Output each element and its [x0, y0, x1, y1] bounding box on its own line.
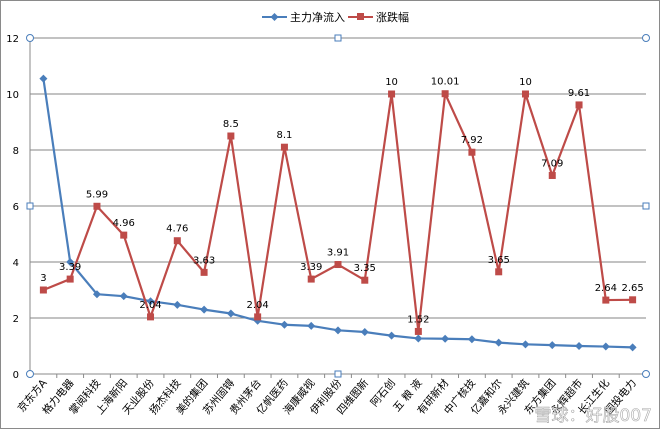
legend-marker-net-inflow [270, 13, 279, 21]
series-1-point [93, 202, 101, 210]
series-1-data-label: 10 [519, 77, 532, 88]
series-1-data-label: 3.39 [300, 262, 322, 273]
handle-bottom-middle [334, 370, 342, 378]
series-1-data-label: 3.65 [488, 255, 510, 266]
series-0-point [280, 320, 289, 329]
series-1-data-label: 8.5 [223, 119, 239, 130]
series-1-point [441, 90, 449, 98]
series-0-point [334, 326, 342, 335]
handle-middle-left [26, 202, 34, 210]
legend: 主力净流入 涨跌幅 [262, 10, 409, 24]
legend-label-net-inflow: 主力净流入 [290, 10, 345, 24]
series-1-data-label: 3.39 [59, 262, 81, 273]
series-0-point [360, 328, 369, 336]
legend-label-change-pct: 涨跌幅 [376, 10, 409, 24]
series-1-data-label: 3.35 [354, 263, 376, 274]
series-1-point [280, 143, 288, 151]
series-1-point [66, 275, 74, 283]
series-1-point [629, 296, 637, 304]
series-1-point [173, 237, 181, 245]
series-0-point [307, 321, 316, 330]
series-0-point [200, 305, 209, 314]
handle-top-middle [334, 34, 342, 42]
series-1-data-label: 8.1 [276, 130, 292, 141]
series-0-point [387, 331, 396, 340]
y-tick-label: 0 [13, 370, 19, 381]
series-0-point [601, 342, 610, 351]
series-1-point [521, 90, 529, 98]
series-1-data-label: 2.65 [621, 283, 643, 294]
series-0-point [226, 309, 235, 318]
series-0-point [39, 74, 48, 83]
series-1-point [361, 276, 369, 284]
series-1-point [307, 275, 315, 283]
series-1-data-label: 3.91 [327, 248, 349, 259]
series-1-point [334, 261, 342, 269]
series-0-point [441, 334, 450, 343]
series-1-data-label: 2.04 [247, 300, 269, 311]
series-1-point [495, 268, 503, 276]
y-tick-label: 2 [13, 314, 19, 325]
series-1-data-label: 9.61 [568, 88, 590, 99]
series-1-point [39, 286, 47, 294]
series-0-point [467, 335, 476, 344]
series-0-point [494, 338, 503, 347]
series-1-data-label: 3 [40, 273, 46, 284]
series-0-point [66, 258, 75, 266]
series-1-data-label: 4.96 [113, 218, 135, 229]
watermark: 雪球：好股007 [535, 406, 652, 426]
series-1-point [254, 313, 262, 321]
series-0-point [173, 300, 182, 309]
handle-middle-right [642, 202, 650, 210]
series-1-point [200, 268, 208, 276]
legend-marker-change-pct [357, 13, 364, 20]
y-tick-label: 4 [13, 258, 19, 269]
series-1-data-label: 7.09 [541, 158, 563, 169]
series-1-data-label: 10 [385, 77, 398, 88]
series-1-point [227, 132, 235, 140]
series-1-data-label: 5.99 [86, 189, 108, 200]
series-1-point [120, 231, 128, 239]
series-1-data-label: 1.52 [407, 314, 429, 325]
series-1-data-label: 2.64 [595, 283, 617, 294]
series-1-point [147, 313, 155, 321]
selection-handles [26, 34, 650, 378]
series-1-point [548, 171, 556, 179]
y-tick-label: 8 [13, 146, 19, 157]
y-tick-label: 6 [13, 202, 19, 213]
series-0-point [414, 334, 423, 343]
series-1-point [388, 90, 396, 98]
series-1-data-label: 3.63 [193, 255, 215, 266]
series-1-point [575, 101, 583, 109]
series-1-point [468, 148, 476, 156]
series-1-point [602, 296, 610, 304]
handle-top-right [642, 34, 650, 42]
series-0-point [92, 290, 101, 299]
handle-bottom-left [26, 370, 34, 378]
series-1-point [414, 327, 422, 335]
handle-bottom-right [642, 370, 650, 378]
series-1-data-label: 4.76 [166, 224, 188, 235]
series-0-point [119, 292, 128, 301]
handle-top-left [26, 34, 34, 42]
series-0-point [575, 342, 584, 350]
series-1-data-label: 7.92 [461, 135, 483, 146]
series-0-point [628, 343, 637, 352]
series-0-point [521, 340, 530, 349]
y-tick-label: 10 [6, 90, 19, 101]
y-tick-label: 12 [6, 34, 19, 45]
series-0-point [146, 297, 155, 306]
series-0-point [548, 341, 557, 350]
series-1-data-label: 10.01 [431, 77, 460, 88]
series-1-data-label: 2.04 [139, 300, 161, 311]
